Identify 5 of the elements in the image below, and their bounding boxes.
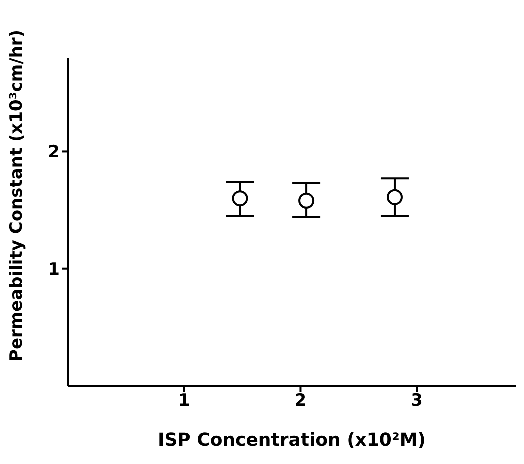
x-tick-label: 2 (294, 391, 307, 412)
x-axis-title: ISP Concentration (x10²M) (158, 430, 426, 451)
x-tick-label: 1 (178, 391, 190, 412)
y-axis-title: Permeability Constant (x10³cm/hr) (7, 30, 28, 362)
x-tick-label: 3 (411, 391, 424, 412)
